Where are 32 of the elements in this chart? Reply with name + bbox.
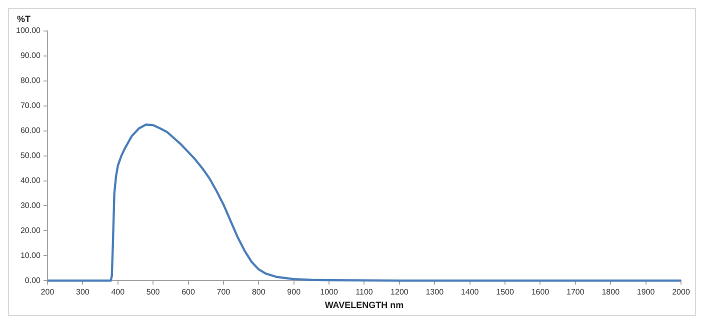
y-tick-label: 90.00 xyxy=(20,51,42,60)
x-tick-label: 1400 xyxy=(460,288,480,297)
x-tick-label: 200 xyxy=(40,288,55,297)
y-axis-title: %T xyxy=(17,14,31,24)
x-tick-label: 1000 xyxy=(320,288,338,297)
x-tick-label: 1100 xyxy=(356,288,374,297)
x-tick-label: 1900 xyxy=(636,288,656,297)
y-tick-label: 40.00 xyxy=(20,176,42,185)
y-tick-label: 10.00 xyxy=(20,250,42,260)
x-tick-label: 1800 xyxy=(602,288,620,297)
x-tick-label: 1300 xyxy=(426,288,444,297)
x-tick-label: 800 xyxy=(252,288,266,297)
x-tick-label: 700 xyxy=(216,288,231,297)
y-tick-label: 50.00 xyxy=(20,151,42,160)
y-tick-label: 20.00 xyxy=(20,226,42,235)
x-tick-label: 1500 xyxy=(496,288,514,297)
y-tick-label: 80.00 xyxy=(20,76,42,86)
y-tick-label: 60.00 xyxy=(20,126,42,136)
x-tick-label: 900 xyxy=(287,288,302,297)
y-tick-label: 70.00 xyxy=(20,101,42,110)
x-tick-label: 500 xyxy=(146,288,160,297)
y-tick-label: 30.00 xyxy=(20,200,42,210)
y-tick-label: 0.00 xyxy=(24,276,42,285)
x-tick-label: 1700 xyxy=(566,288,585,297)
x-tick-label: 600 xyxy=(182,288,196,297)
x-tick-label: 400 xyxy=(111,288,126,297)
x-axis-title: WAVELENGTH nm xyxy=(324,300,404,310)
x-tick-label: 1200 xyxy=(390,288,409,297)
y-tick-label: 100.00 xyxy=(16,26,42,36)
x-tick-label: 2000 xyxy=(672,288,690,297)
x-tick-label: 1600 xyxy=(531,288,550,297)
x-tick-label: 300 xyxy=(76,288,90,297)
